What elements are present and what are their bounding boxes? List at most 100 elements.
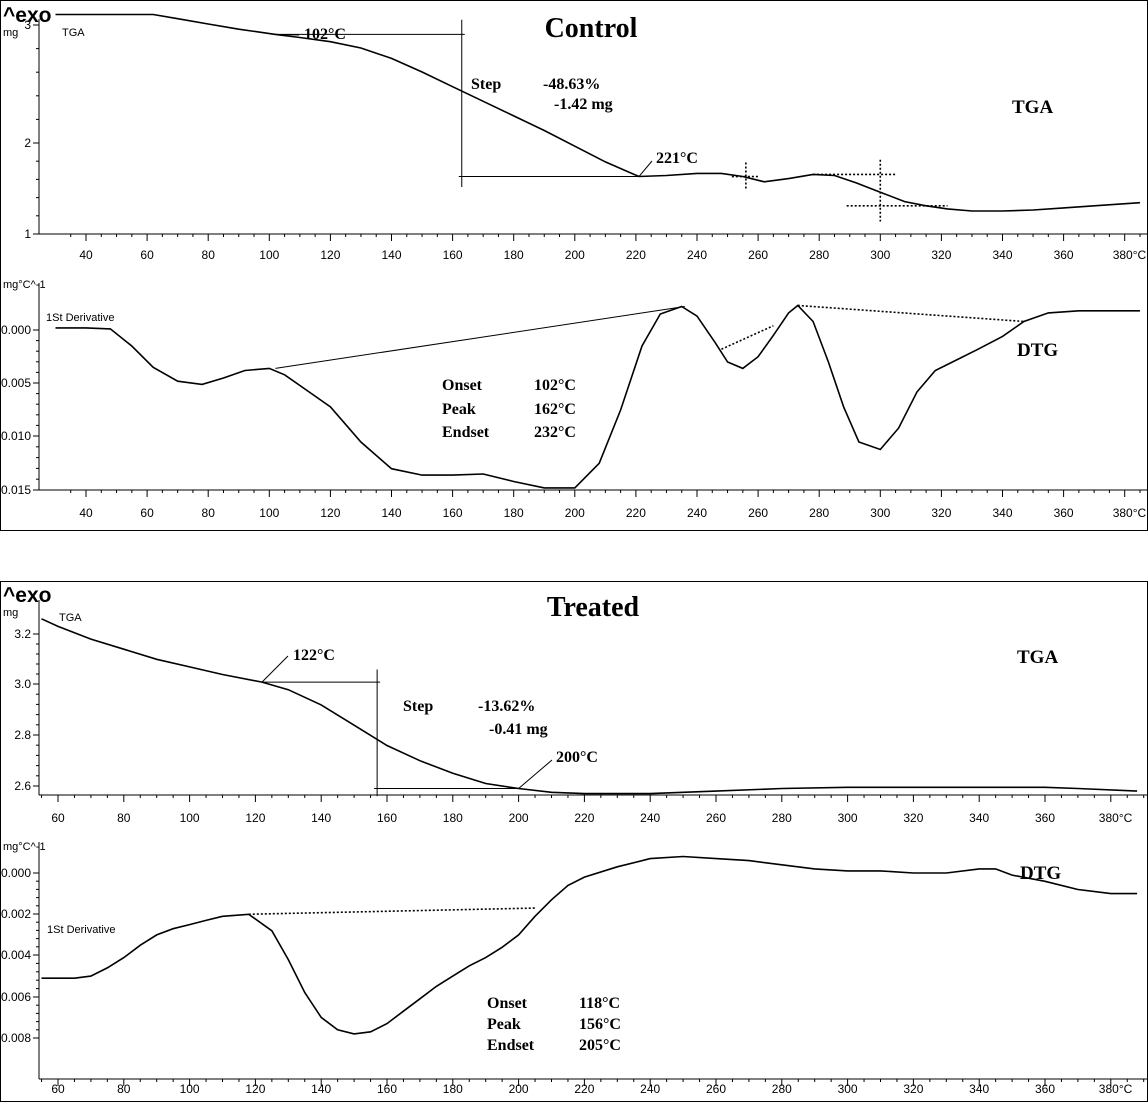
treated-tga-series-label: TGA: [59, 612, 82, 624]
control-tga-x-tick-label: 320: [931, 248, 951, 262]
treated-dtg-x-tick-label: 100: [180, 1082, 200, 1096]
control-tga-x-tick-label: 140: [381, 248, 401, 262]
control-dtg-x-tick-label: 60: [140, 506, 154, 520]
control-dtg-unit-label: mg°C^-1: [3, 279, 46, 291]
treated-dtg-unit-label: mg°C^-1: [3, 841, 46, 853]
treated-tga-curve: [41, 618, 1138, 795]
control-dtg-series-label: 1St Derivative: [46, 312, 114, 324]
treated-tga-x-tick-label: 360: [1035, 811, 1055, 825]
treated-dtg-x-tick-label: 80: [117, 1082, 131, 1096]
treated-tga-x-tick-label: 100: [180, 811, 200, 825]
control-tga-x-tick-label: 240: [687, 248, 707, 262]
treated-onset-value: 118°C: [579, 995, 620, 1012]
treated-tga-x-tick-label: 260: [706, 811, 726, 825]
treated-dtg-x-tick-label: 300: [838, 1082, 858, 1096]
treated-dtg-y-tick-label: -0.002: [1, 907, 31, 921]
treated-dtg-x-tick-label: 120: [245, 1082, 265, 1096]
treated-tga-x-tick-label: 60: [51, 811, 65, 825]
treated-dtg-series-label: 1St Derivative: [47, 924, 115, 936]
treated-tga-x-tick-label: 320: [903, 811, 923, 825]
control-tga-x-tick-label: 180: [504, 248, 524, 262]
control-dtg-x-tick-label: 340: [992, 506, 1012, 520]
treated-dtg-x-tick-label: 180: [443, 1082, 463, 1096]
treated-step-label: Step: [403, 698, 433, 715]
control-tga-x-tick-label: 40: [79, 248, 93, 262]
treated-tga-x-tick-label: 140: [311, 811, 331, 825]
treated-dtg-x-tick-label: 60: [51, 1082, 65, 1096]
control-tga-x-tick-label: 340: [992, 248, 1012, 262]
control-dtg-x-tick-label: 360: [1054, 506, 1074, 520]
control-panel: Control ^exo mg 40 60 80 100 120 140 160 180 200 220…: [0, 0, 1148, 531]
treated-tga-x-tick-label: 200: [509, 811, 529, 825]
control-dtg-x-tick-label: 160: [443, 506, 463, 520]
control-dtg-x-tick-label: 380°C: [1113, 506, 1147, 520]
treated-tga-y-tick-label: 2.6: [14, 779, 31, 793]
control-step-label: Step: [471, 76, 501, 93]
treated-dtg-x-tick-label: 380°C: [1099, 1082, 1133, 1096]
control-tga-x-tick-label: 360: [1054, 248, 1074, 262]
treated-peak-label: Peak: [487, 1016, 521, 1033]
treated-dtg-side-label: DTG: [1020, 863, 1061, 884]
control-tga-x-tick-label: 100: [259, 248, 279, 262]
control-endset-label: Endset: [442, 424, 490, 441]
treated-step-start-label: 122°C: [293, 647, 335, 664]
control-dtg-y-tick-label: -0.010: [1, 429, 31, 443]
treated-endset-label: Endset: [487, 1037, 535, 1054]
control-endset-value: 232°C: [534, 424, 576, 441]
control-peak-value: 162°C: [534, 401, 576, 418]
control-title: Control: [545, 13, 638, 44]
control-dtg-tangent-line: [721, 325, 774, 350]
treated-title: Treated: [547, 592, 640, 623]
control-dtg-x-tick-label: 120: [320, 506, 340, 520]
control-dtg-y-tick-label: 0.000: [1, 323, 31, 337]
treated-step-end-label: 200°C: [556, 749, 598, 766]
control-tga-x-tick-label: 160: [443, 248, 463, 262]
control-tga-x-tick-label: 300: [870, 248, 890, 262]
control-end-leader: [638, 160, 653, 177]
control-dtg-tangent-line: [797, 304, 1024, 323]
control-step-end-label: 221°C: [656, 150, 698, 167]
control-dtg-x-tick-label: 260: [748, 506, 768, 520]
control-dtg-x-tick-label: 200: [565, 506, 585, 520]
treated-dtg-x-tick-label: 340: [969, 1082, 989, 1096]
treated-dtg-x-tick-label: 200: [509, 1082, 529, 1096]
control-dtg-x-tick-label: 280: [809, 506, 829, 520]
control-dtg-y-tick-label: -0.005: [1, 376, 31, 390]
control-dtg-x-tick-label: 80: [202, 506, 216, 520]
control-dtg-x-tick-label: 220: [626, 506, 646, 520]
control-start-leader: [275, 33, 300, 36]
control-onset-label: Onset: [442, 377, 483, 394]
treated-tga-x-tick-label: 180: [443, 811, 463, 825]
control-tga-y-tick-label: 1: [24, 227, 31, 241]
treated-dtg-y-tick-label: -0.004: [1, 948, 31, 962]
control-tga-x-tick-label: 60: [140, 248, 154, 262]
treated-tga-y-tick-label: 3.0: [14, 677, 31, 691]
treated-dtg-x-tick-label: 240: [640, 1082, 660, 1096]
control-tga-y-tick-label: 2: [24, 136, 31, 150]
treated-dtg-x-tick-label: 160: [377, 1082, 397, 1096]
control-dtg-x-tick-label: 100: [259, 506, 279, 520]
treated-step-mass: -0.41 mg: [489, 721, 548, 738]
control-dtg-x-tick-label: 300: [870, 506, 890, 520]
treated-start-leader: [261, 655, 289, 683]
control-dtg-x-tick-label: 180: [504, 506, 524, 520]
treated-tga-unit-label: mg: [3, 607, 18, 619]
treated-exo-label: ^exo: [3, 584, 51, 607]
control-tga-side-label: TGA: [1012, 97, 1053, 118]
treated-dtg-y-tick-label: 0.000: [1, 866, 31, 880]
treated-panel: Treated ^exo mg 60 80 100 120 140 160 180 200 220 24…: [0, 581, 1148, 1102]
control-dtg-x-tick-label: 320: [931, 506, 951, 520]
treated-tga-x-tick-label: 220: [574, 811, 594, 825]
treated-dtg-x-tick-label: 280: [772, 1082, 792, 1096]
treated-tga-y-tick-label: 2.8: [14, 728, 31, 742]
treated-onset-label: Onset: [487, 995, 528, 1012]
control-step-start-label: 102°C: [304, 26, 346, 43]
control-tga-x-tick-label: 120: [320, 248, 340, 262]
treated-endset-value: 205°C: [579, 1037, 621, 1054]
treated-end-leader: [518, 759, 553, 789]
control-onset-value: 102°C: [534, 377, 576, 394]
treated-dtg-curve: [41, 855, 1138, 1035]
treated-tga-x-tick-label: 380°C: [1099, 811, 1133, 825]
